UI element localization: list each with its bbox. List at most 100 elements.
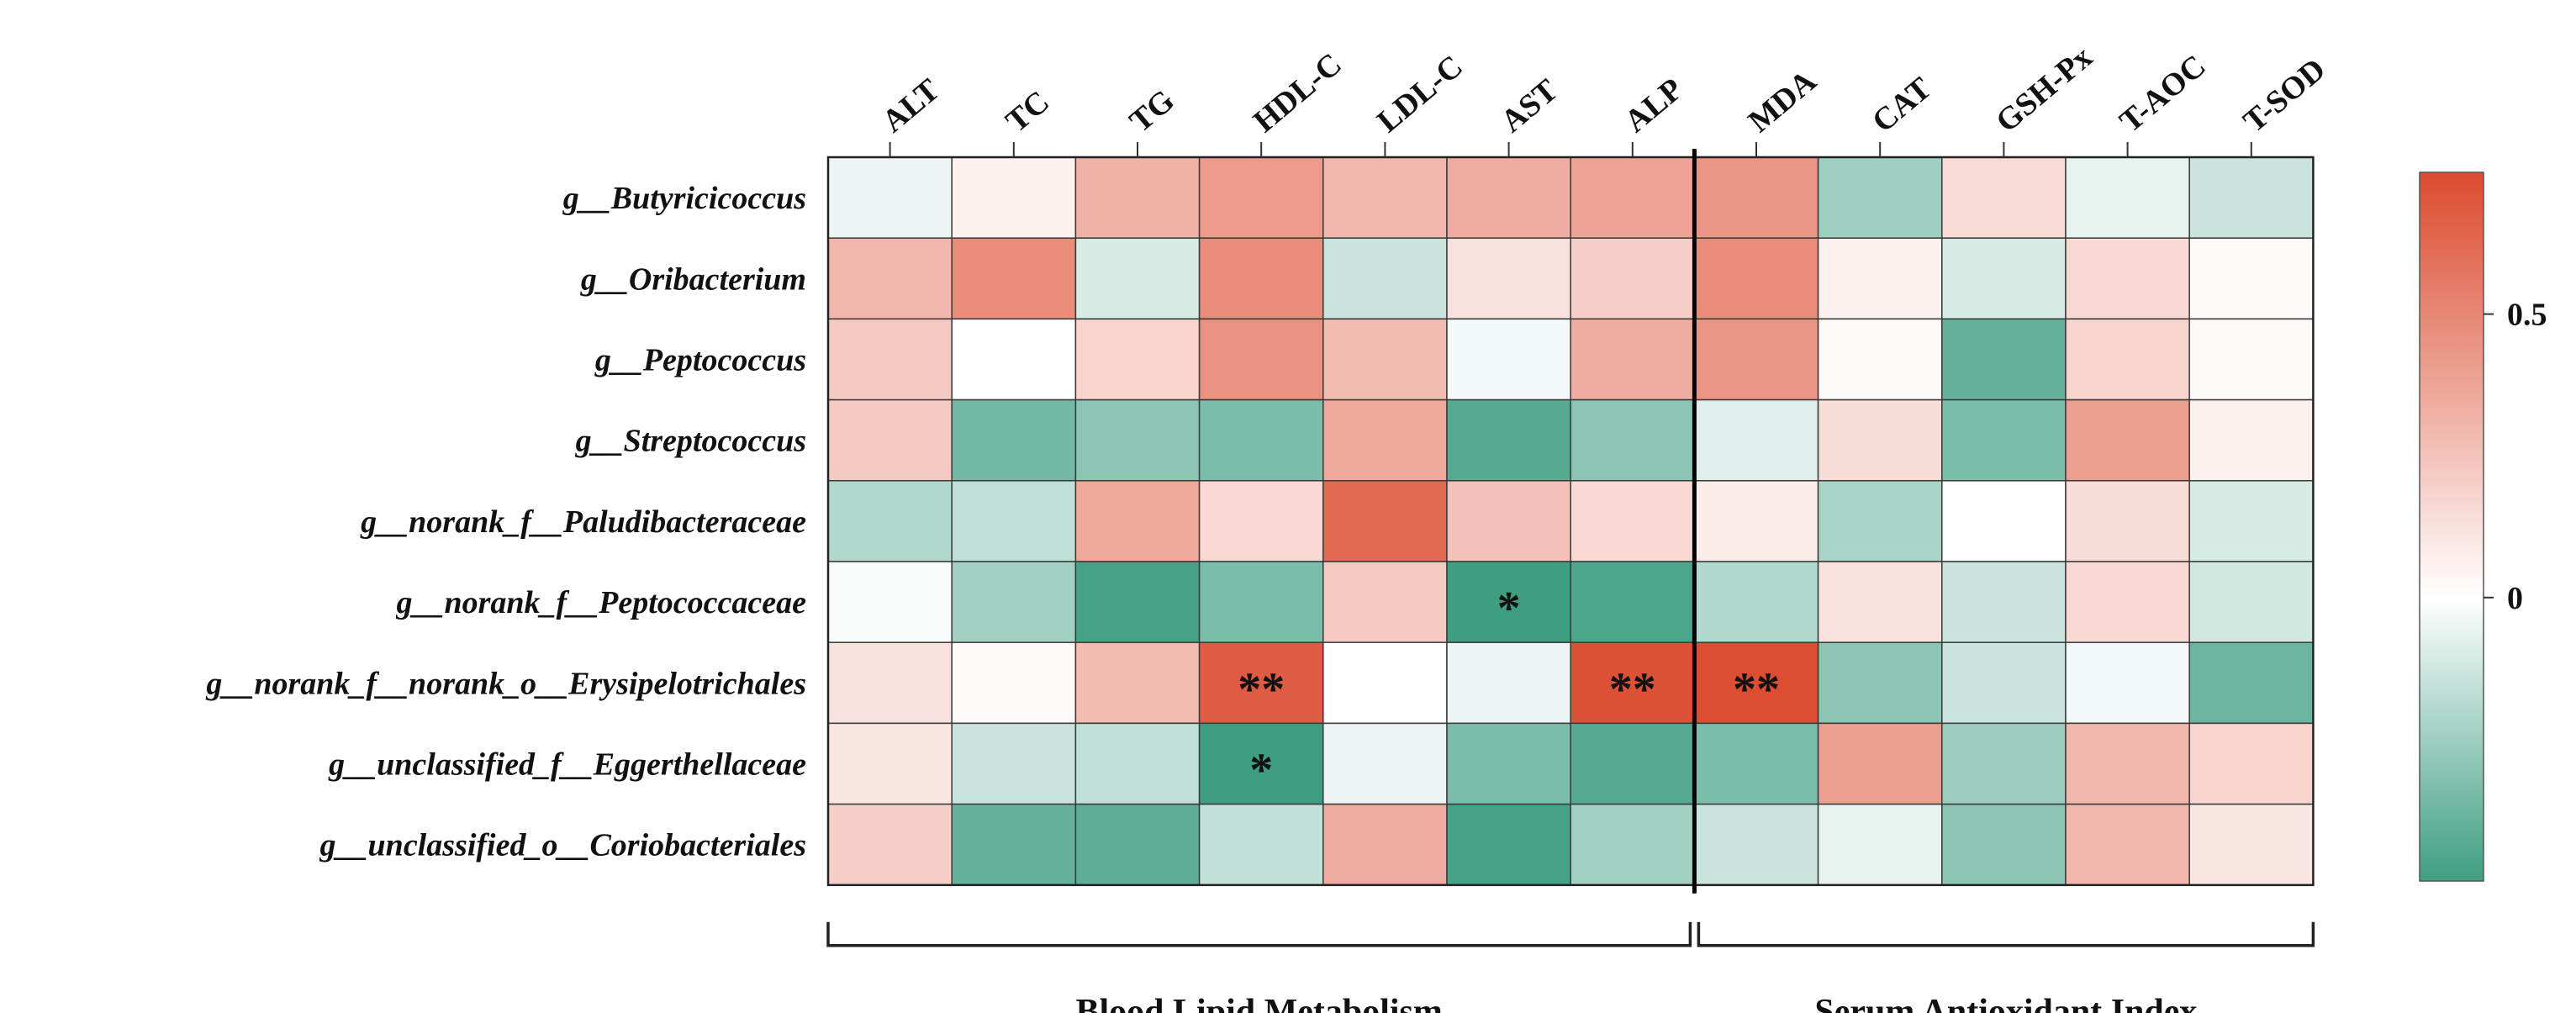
heatmap-cell-g-norank-f-peptococcaceae-alp [1570, 561, 1696, 643]
heatmap-cell-g-norank-f-peptococcaceae-ast [1446, 561, 1571, 643]
heatmap-cell-g-streptococcus-ldl-c [1322, 398, 1448, 482]
heatmap-cell-g-peptococcus-cat [1817, 318, 1943, 401]
heatmap-cell-g-peptococcus-gsh-px [1941, 318, 2067, 401]
heatmap-cell-g-oribacterium-t-aoc [2065, 237, 2190, 320]
heatmap-cell-g-butyricicoccus-alt [827, 156, 953, 239]
group-label-blood-lipid-metabolism: Blood Lipid Metabolism [1075, 993, 1442, 1013]
significance-marker: * [1497, 583, 1521, 635]
heatmap-cell-g-norank-f-norank-o-erysipelotrichales-alt [827, 641, 953, 725]
heatmap-cell-g-norank-f-norank-o-erysipelotrichales-ast [1446, 641, 1571, 725]
column-label-tg: TG [1123, 82, 1181, 139]
column-label-ast: AST [1494, 72, 1565, 140]
group-brackets: Blood Lipid Metabolism Serum Antioxidant … [826, 921, 2315, 1013]
heatmap-cell-g-norank-f-paludibacteraceae-hdl-c [1198, 480, 1324, 562]
heatmap-cell-g-butyricicoccus-t-aoc [2065, 156, 2190, 239]
heatmap-cell-g-streptococcus-alt [827, 398, 953, 482]
row-labels: g__Butyricicoccus g__Oribacterium g__Pepto… [205, 181, 806, 863]
heatmap-cell-g-norank-f-norank-o-erysipelotrichales-alp [1570, 641, 1696, 725]
group-label-serum-antioxidant-index: Serum Antioxidant Index [1814, 993, 2197, 1013]
row-label-g-norank-f-norank-o-erysipelotrichales: g__norank_f__norank_o__Erysipelotrichale… [205, 666, 806, 701]
column-label-alt: ALT [875, 72, 946, 140]
heatmap-cell-g-unclassified-o-coriobacteriales-ldl-c [1322, 803, 1448, 886]
group-bracket-serum-antioxidant-index [1697, 921, 2315, 947]
heatmap-cell-g-norank-f-peptococcaceae-tc [951, 561, 1077, 643]
heatmap-cell-g-peptococcus-ast [1446, 318, 1571, 401]
heatmap-cell-g-oribacterium-alt [827, 237, 953, 320]
heatmap-cell-g-butyricicoccus-cat [1817, 156, 1943, 239]
heatmap-cell-g-oribacterium-ast [1446, 237, 1571, 320]
colorbar-tick-label: 0.5 [2507, 298, 2547, 333]
heatmap-cell-g-oribacterium-hdl-c [1198, 237, 1324, 320]
heatmap-cell-g-streptococcus-mda [1693, 398, 1819, 482]
heatmap-cell-g-norank-f-paludibacteraceae-t-sod [2188, 480, 2315, 562]
significance-marker: ** [1609, 663, 1656, 715]
significance-marker: ** [1733, 663, 1780, 715]
heatmap-cell-g-butyricicoccus-ldl-c [1322, 156, 1448, 239]
heatmap-cell-g-unclassified-f-eggerthellaceae-t-aoc [2065, 722, 2190, 805]
heatmap-cell-g-peptococcus-hdl-c [1198, 318, 1324, 401]
heatmap-cell-g-norank-f-paludibacteraceae-t-aoc [2065, 480, 2190, 562]
heatmap-cell-g-butyricicoccus-t-sod [2188, 156, 2315, 239]
heatmap-cell-g-peptococcus-tc [951, 318, 1077, 401]
heatmap-cell-g-unclassified-o-coriobacteriales-ast [1446, 803, 1571, 886]
colorbar-gradient [2419, 171, 2484, 882]
heatmap-cell-g-unclassified-o-coriobacteriales-gsh-px [1941, 803, 2067, 886]
heatmap-cell-g-norank-f-norank-o-erysipelotrichales-ldl-c [1322, 641, 1448, 725]
column-label-mda: MDA [1742, 63, 1824, 140]
heatmap-cell-g-oribacterium-cat [1817, 237, 1943, 320]
heatmap-cell-g-norank-f-peptococcaceae-alt [827, 561, 953, 643]
heatmap-cell-g-norank-f-paludibacteraceae-gsh-px [1941, 480, 2067, 562]
heatmap-cell-g-unclassified-f-eggerthellaceae-gsh-px [1941, 722, 2067, 805]
heatmap-cell-g-unclassified-o-coriobacteriales-alp [1570, 803, 1696, 886]
heatmap-cell-g-oribacterium-gsh-px [1941, 237, 2067, 320]
heatmap-cell-g-norank-f-paludibacteraceae-ldl-c [1322, 480, 1448, 562]
heatmap-cell-g-norank-f-peptococcaceae-ldl-c [1322, 561, 1448, 643]
heatmap-cell-g-unclassified-o-coriobacteriales-tc [951, 803, 1077, 886]
row-label-g-unclassified-o-coriobacteriales: g__unclassified_o__Coriobacteriales [319, 828, 806, 863]
column-label-cat: CAT [1866, 71, 1938, 140]
group-bracket-blood-lipid-metabolism [826, 921, 1692, 947]
heatmap-cell-g-norank-f-paludibacteraceae-alp [1570, 480, 1696, 562]
heatmap-cell-g-oribacterium-tg [1074, 237, 1201, 320]
heatmap-cell-g-unclassified-f-eggerthellaceae-cat [1817, 722, 1943, 805]
heatmap-border [826, 156, 2315, 887]
column-label-gsh-px: GSH-Px [1989, 40, 2099, 140]
heatmap-cells [826, 149, 2315, 894]
heatmap-cell-g-unclassified-o-coriobacteriales-t-sod [2188, 803, 2315, 886]
heatmap-cell-g-streptococcus-cat [1817, 398, 1943, 482]
heatmap-cell-g-oribacterium-ldl-c [1322, 237, 1448, 320]
significance-markers: *** ** *** [1238, 583, 1780, 796]
heatmap-cell-g-butyricicoccus-gsh-px [1941, 156, 2067, 239]
heatmap-cell-g-unclassified-f-eggerthellaceae-t-sod [2188, 722, 2315, 805]
heatmap-cell-g-norank-f-norank-o-erysipelotrichales-mda [1693, 641, 1819, 725]
heatmap-cell-g-butyricicoccus-mda [1693, 156, 1819, 239]
heatmap-cell-g-norank-f-norank-o-erysipelotrichales-gsh-px [1941, 641, 2067, 725]
heatmap-cell-g-streptococcus-t-aoc [2065, 398, 2190, 482]
heatmap-cell-g-butyricicoccus-tg [1074, 156, 1201, 239]
significance-marker: * [1249, 745, 1273, 797]
column-label-alp: ALP [1618, 71, 1690, 140]
heatmap-cell-g-unclassified-o-coriobacteriales-tg [1074, 803, 1201, 886]
heatmap-cell-g-streptococcus-hdl-c [1198, 398, 1324, 482]
heatmap-cell-g-unclassified-o-coriobacteriales-hdl-c [1198, 803, 1324, 886]
heatmap-cell-g-streptococcus-t-sod [2188, 398, 2315, 482]
heatmap-cell-g-norank-f-norank-o-erysipelotrichales-tg [1074, 641, 1201, 725]
row-label-g-norank-f-paludibacteraceae: g__norank_f__Paludibacteraceae [360, 504, 806, 540]
colorbar: 0.50 [2419, 171, 2547, 882]
heatmap-cell-g-norank-f-peptococcaceae-t-aoc [2065, 561, 2190, 643]
heatmap-cell-g-norank-f-norank-o-erysipelotrichales-t-aoc [2065, 641, 2190, 725]
row-label-g-norank-f-peptococcaceae: g__norank_f__Peptococcaceae [395, 585, 806, 620]
heatmap-cell-g-norank-f-paludibacteraceae-cat [1817, 480, 1943, 562]
heatmap-cell-g-unclassified-f-eggerthellaceae-alt [827, 722, 953, 805]
heatmap-cell-g-peptococcus-alp [1570, 318, 1696, 401]
heatmap-cell-g-butyricicoccus-hdl-c [1198, 156, 1324, 239]
heatmap-cell-g-norank-f-paludibacteraceae-ast [1446, 480, 1571, 562]
row-label-g-unclassified-f-eggerthellaceae: g__unclassified_f__Eggerthellaceae [328, 747, 806, 783]
heatmap-cell-g-norank-f-norank-o-erysipelotrichales-cat [1817, 641, 1943, 725]
heatmap-cell-g-norank-f-peptococcaceae-t-sod [2188, 561, 2315, 643]
column-labels: ALT TC TG HDL-C LDL-C AST ALP MDA CAT GSH-Px T-AOC… [875, 40, 2332, 157]
heatmap-cell-g-norank-f-paludibacteraceae-tc [951, 480, 1077, 562]
heatmap-cell-g-unclassified-f-eggerthellaceae-tg [1074, 722, 1201, 805]
heatmap-cell-g-norank-f-peptococcaceae-hdl-c [1198, 561, 1324, 643]
heatmap-cell-g-norank-f-norank-o-erysipelotrichales-tc [951, 641, 1077, 725]
